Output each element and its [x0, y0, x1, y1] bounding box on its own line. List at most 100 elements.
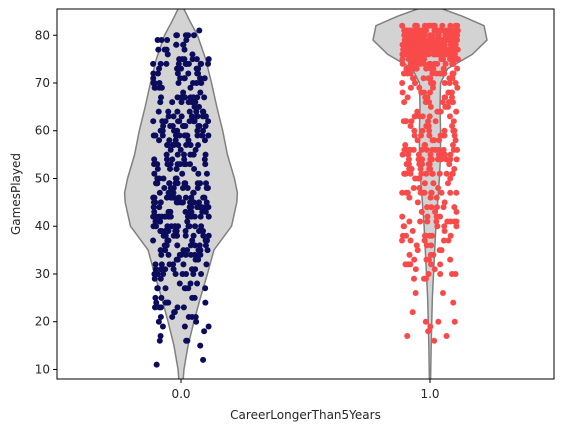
data-point	[193, 56, 200, 63]
data-point	[180, 261, 187, 268]
data-point	[436, 137, 443, 144]
data-point	[175, 80, 182, 86]
data-point	[167, 185, 174, 192]
data-point	[451, 46, 458, 53]
y-tick-label: 80	[35, 28, 50, 42]
data-point	[428, 189, 435, 196]
data-point	[197, 342, 204, 349]
data-point	[185, 70, 192, 77]
data-point	[428, 156, 435, 163]
data-point	[162, 247, 169, 254]
data-point	[439, 99, 446, 106]
data-point	[410, 65, 417, 72]
data-point	[411, 46, 418, 53]
data-point	[399, 89, 406, 96]
data-point	[418, 56, 425, 63]
data-point	[165, 299, 172, 306]
data-point	[426, 127, 433, 134]
data-point	[176, 280, 183, 287]
data-point	[158, 304, 164, 311]
data-point	[410, 75, 417, 82]
data-point	[165, 108, 172, 115]
data-point	[447, 22, 454, 29]
data-point	[163, 156, 170, 163]
data-point	[196, 228, 203, 234]
data-point	[430, 80, 437, 86]
data-point	[454, 146, 461, 153]
data-point	[403, 146, 410, 153]
data-point	[421, 27, 428, 34]
data-point	[441, 151, 448, 158]
data-point	[423, 146, 430, 153]
y-axis: 10 20 30 40 50 60 70 80	[35, 28, 57, 376]
data-point	[440, 65, 447, 72]
data-point	[170, 232, 177, 239]
data-point	[453, 37, 460, 44]
data-point	[176, 132, 183, 139]
data-point	[155, 318, 162, 325]
data-point	[424, 218, 431, 225]
data-point	[446, 161, 453, 168]
data-point	[424, 94, 431, 101]
data-point	[167, 122, 174, 129]
data-point	[156, 80, 163, 86]
data-point	[406, 251, 413, 258]
data-point	[181, 46, 188, 53]
data-point	[164, 51, 171, 58]
data-point	[200, 232, 207, 239]
data-point	[451, 132, 458, 139]
data-point	[428, 37, 435, 44]
data-point	[184, 337, 191, 344]
data-point	[446, 37, 453, 44]
data-point	[173, 41, 180, 48]
data-point	[185, 60, 192, 67]
data-point	[158, 294, 165, 301]
data-point	[438, 56, 445, 63]
data-point	[402, 41, 409, 48]
data-point	[174, 151, 181, 158]
data-point	[401, 99, 408, 106]
data-point	[152, 261, 159, 268]
data-point	[179, 170, 186, 177]
data-point	[420, 37, 427, 44]
data-point	[151, 208, 158, 215]
data-point	[405, 156, 412, 163]
data-point	[418, 170, 425, 177]
data-point	[413, 41, 420, 48]
data-point	[422, 142, 429, 149]
data-point	[435, 32, 442, 39]
strip-points-0.0	[150, 27, 212, 368]
data-point	[405, 51, 412, 58]
data-point	[406, 218, 413, 225]
data-point	[192, 313, 199, 320]
data-point	[160, 122, 167, 129]
data-point	[195, 142, 202, 149]
data-point	[198, 270, 205, 277]
data-point	[170, 113, 177, 120]
data-point	[190, 94, 197, 101]
data-point	[428, 261, 435, 268]
data-point	[197, 213, 204, 220]
data-point	[158, 94, 164, 101]
strip-points-1.0	[399, 22, 461, 344]
data-point	[196, 27, 203, 34]
data-point	[399, 237, 406, 244]
data-point	[416, 175, 423, 182]
data-point	[421, 32, 428, 39]
data-point	[429, 137, 436, 144]
data-point	[187, 142, 194, 149]
data-point	[178, 65, 185, 72]
data-point	[161, 185, 168, 192]
data-point	[414, 247, 421, 254]
data-point	[198, 132, 205, 139]
data-point	[154, 70, 161, 77]
data-point	[197, 75, 204, 82]
data-point	[451, 318, 458, 325]
data-point	[430, 51, 437, 58]
data-point	[181, 180, 188, 187]
data-point	[200, 356, 207, 363]
data-point	[166, 261, 173, 268]
data-point	[190, 232, 197, 239]
data-point	[433, 194, 440, 201]
data-point	[426, 60, 433, 67]
